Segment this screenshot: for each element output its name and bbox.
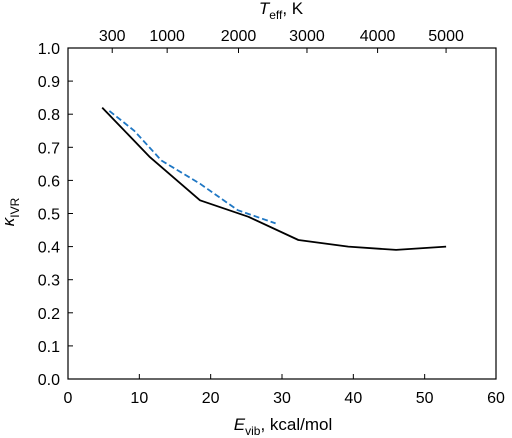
y-tick-label: 0.8 — [38, 107, 60, 124]
x-axis-title-main: E — [234, 415, 246, 434]
x-tick-label: 10 — [130, 390, 148, 407]
y-axis-title: κIVR — [0, 197, 22, 226]
y-tick-label: 0.0 — [38, 372, 60, 389]
x-tick-label: 30 — [273, 390, 291, 407]
y-tick-label: 0.2 — [38, 306, 60, 323]
top-axis-title-sub: eff — [269, 8, 283, 22]
top-axis-title: Teff, K — [259, 0, 304, 22]
x-axis-title-sub: vib — [245, 424, 261, 438]
y-tick-label: 0.9 — [38, 74, 60, 91]
x-axis-title-rest: , kcal/mol — [260, 415, 332, 434]
top-axis-title-rest: , K — [282, 0, 303, 18]
series-line-dashed — [108, 110, 276, 225]
y-tick-label: 0.5 — [38, 207, 60, 224]
x-tick-label: 20 — [202, 390, 220, 407]
x-tick-label: 0 — [64, 390, 73, 407]
x-axis-title: Evib, kcal/mol — [234, 415, 332, 438]
y-tick-label: 0.4 — [38, 240, 60, 257]
y-axis-title-sub: IVR — [8, 197, 22, 217]
top-tick-label: 4000 — [360, 28, 396, 45]
top-tick-label: 2000 — [221, 28, 257, 45]
x-tick-label: 50 — [416, 390, 434, 407]
series-line-solid — [101, 106, 447, 251]
x-tick-label: 40 — [344, 390, 362, 407]
top-tick-label: 3000 — [289, 28, 325, 45]
y-tick-label: 1.0 — [38, 41, 60, 58]
plot-frame — [67, 47, 497, 380]
top-tick-label: 5000 — [428, 28, 464, 45]
x-tick-label: 60 — [487, 390, 505, 407]
top-tick-label: 300 — [99, 28, 126, 45]
y-axis-title-main: κ — [0, 216, 18, 226]
y-tick-label: 0.6 — [38, 173, 60, 190]
y-tick-label: 0.3 — [38, 273, 60, 290]
top-axis-title-main: T — [259, 0, 271, 18]
y-tick-label: 0.1 — [38, 339, 60, 356]
y-tick-label: 0.7 — [38, 140, 60, 157]
top-tick-label: 1000 — [149, 28, 185, 45]
